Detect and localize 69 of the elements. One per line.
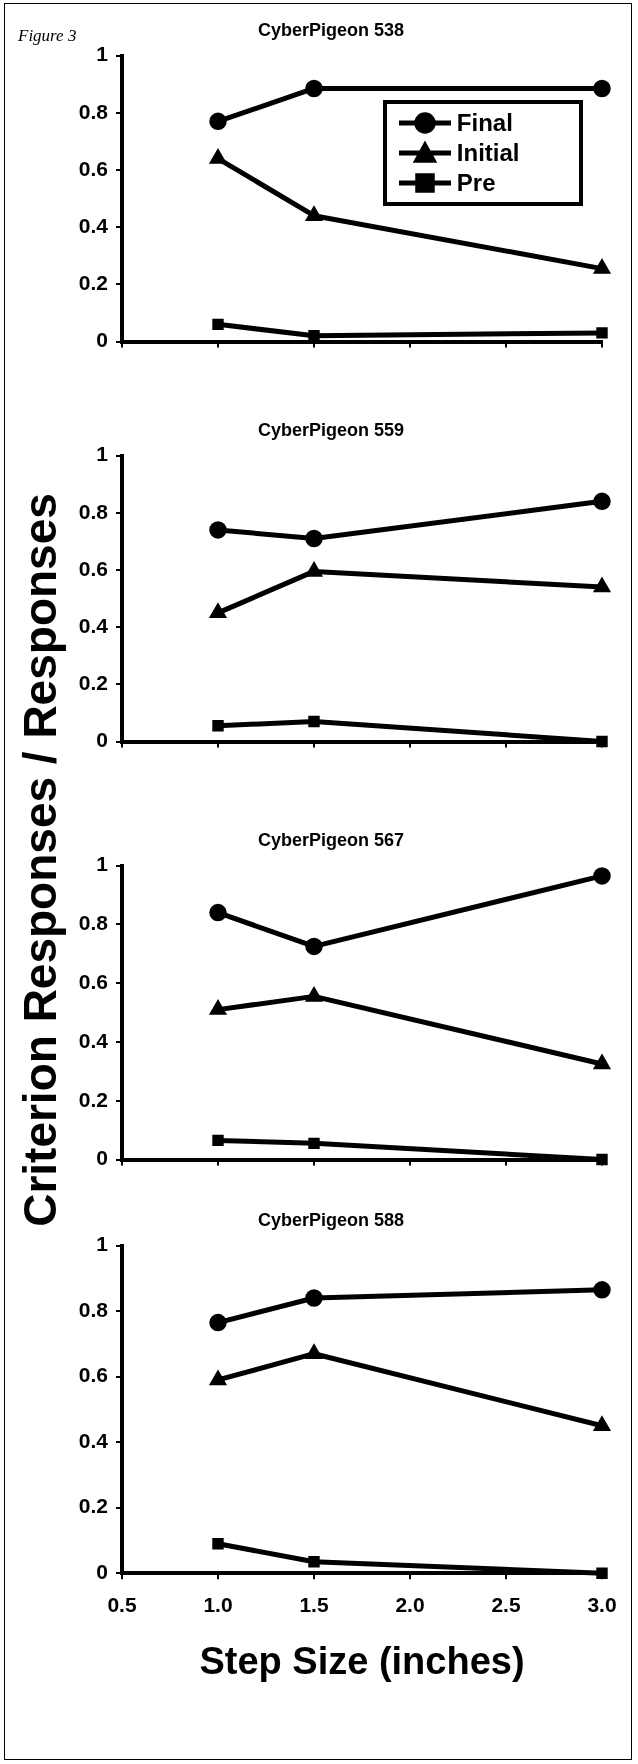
y-tick-label: 0.8 [78,911,109,935]
x-tick-label: 1.0 [203,1592,233,1616]
y-tick-label: 0.8 [78,1297,109,1321]
point [209,603,227,619]
y-tick-label: 0 [96,328,108,352]
legend-label: Final [456,108,513,137]
x-tick-label: 2.5 [491,1592,521,1616]
point [593,577,611,593]
chart-title: CyberPigeon 538 [257,19,405,40]
x-tick-label: 3.0 [587,1592,617,1616]
y-tick-label: 0.4 [78,1428,109,1452]
y-tick-label: 0.2 [78,671,108,695]
y-tick-label: 0.2 [78,1494,108,1518]
point [596,735,608,748]
y-tick-label: 0.2 [78,271,108,295]
point [212,1538,224,1550]
point [305,529,323,548]
point [305,561,323,577]
point [305,79,323,98]
point [308,1137,320,1150]
x-tick-label: 0.5 [107,1592,137,1616]
point [308,715,320,728]
y-tick-label: 0.6 [78,969,108,993]
point [209,1313,227,1332]
y-tick-label: 0.8 [78,99,109,123]
point [593,79,611,98]
point [212,1134,224,1147]
point [209,112,227,131]
point [593,492,611,511]
y-tick-label: 0 [96,728,108,752]
legend-label: Pre [456,168,496,197]
y-tick-label: 0.4 [78,1028,109,1052]
y-tick-label: 0.8 [78,499,109,523]
caption: Figure 3 [18,26,77,46]
y-axis-title: Criterion Responses / Responses [13,493,67,1227]
y-tick-label: 0.4 [78,613,109,637]
y-tick-label: 1 [96,42,109,66]
point [209,903,227,922]
point [308,1556,320,1568]
y-tick-label: 0.2 [78,1087,108,1111]
point [593,867,611,885]
point [593,1281,611,1299]
y-tick-label: 0.6 [78,156,108,180]
y-tick-label: 0.4 [78,213,109,237]
legend-label: Initial [456,138,520,167]
y-tick-label: 0 [96,1560,108,1583]
chart-title: CyberPigeon 588 [257,1209,405,1230]
point [596,1567,608,1579]
chart-title: CyberPigeon 567 [257,829,405,850]
point [209,521,227,539]
point [209,1370,227,1386]
point [596,327,608,339]
chart-title: CyberPigeon 559 [257,419,405,440]
y-tick-label: 1 [96,442,109,466]
point [212,318,224,331]
point [593,1416,611,1432]
y-tick-label: 0.6 [78,1363,108,1387]
point [596,1153,608,1166]
y-tick-label: 1 [96,852,109,876]
point [305,937,323,956]
point [593,1054,611,1070]
y-tick-label: 0.6 [78,556,108,580]
x-tick-label: 1.5 [299,1592,329,1616]
y-tick-label: 0 [96,1146,108,1170]
x-axis-title: Step Size (inches) [199,1639,525,1682]
y-tick-label: 1 [96,1232,109,1256]
x-tick-label: 2.0 [395,1592,425,1616]
point [305,1289,323,1307]
point [212,720,224,732]
